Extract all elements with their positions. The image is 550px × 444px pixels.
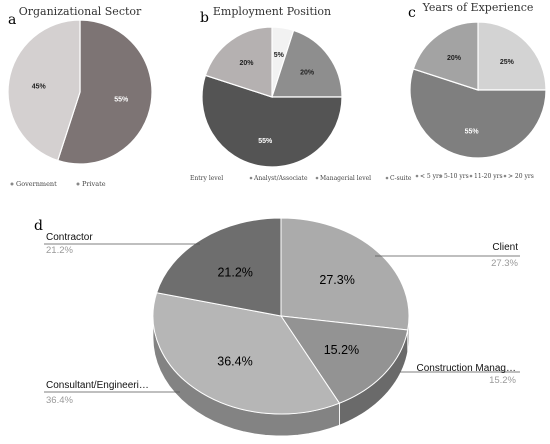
pie-slice-b-analyst-associate [201,74,343,168]
pie-chart-b: 5% 20% 55% 20% [201,26,343,168]
slice-label-b-managerial-level: 20% [300,69,315,76]
legend-marker-c-20-yrs [503,174,507,178]
legend-marker-b-analyst-associate [249,176,253,180]
slice-label-d-client: 27.3% [319,273,354,287]
pie-slice-c-5-10-yrs [412,21,479,91]
legend-item-b-c-suite: C-suite [390,175,412,182]
legend-item-c-11-20-yrs: 11-20 yrs [474,173,503,180]
legend-marker-a-government [10,182,14,186]
legend-item-b-analyst-associate: Analyst/Associate [253,175,308,182]
legend-marker-c-5-yrs [415,174,419,178]
pie-slice-b-managerial-level [271,29,343,98]
callout-name-contractor: Contractor [46,232,93,243]
slice-label-d-construction-manag: 15.2% [324,343,359,357]
callout-name-client: Client [492,242,518,253]
legend-b: Entry level Analyst/Associate Managerial l… [190,175,412,182]
panel-label-d: d [34,218,43,234]
legend-marker-c-11-20-yrs [469,174,473,178]
pie-slice-d-client [280,217,410,331]
callout-name-consultant-engineeri: Consultant/Engineeri… [46,380,149,391]
callout-name-construction-manag: Construction Manag… [417,363,517,374]
callout-value-construction-manag: 15.2% [489,375,516,386]
callouts-d: Contractor 21.2% Client 27.3% Construction M… [44,232,520,406]
slice-label-b-c-suite: 5% [274,52,285,59]
legend-item-c-5-yrs: < 5 yrs [420,173,442,180]
chart-title-a: Organizational Sector [19,5,142,18]
slice-label-a-private: 45% [32,83,47,90]
pie-slice-c-20-yrs [477,21,547,91]
legend-a: Government Private [10,180,106,188]
legend-item-b-managerial-level: Managerial level [320,175,371,182]
slice-label-d-contractor: 21.2% [217,265,252,279]
legend-c: < 5 yrs 5-10 yrs 11-20 yrs > 20 yrs [415,173,534,180]
legend-marker-c-5-10-yrs [439,174,443,178]
pie-slice-d-construction-manag [279,315,409,404]
chart-title-b: Employment Position [213,5,331,18]
pie-slice-a-private [7,19,81,162]
callout-value-client: 27.3% [491,258,518,269]
chart-title-c: Years of Experience [422,1,534,14]
pie-slice-d-consultant-engineeri [152,292,341,415]
legend-item-a-private: Private [82,180,106,188]
slice-label-c-11-20-yrs: 55% [465,128,480,135]
legend-item-a-government: Government [16,180,57,188]
legend-marker-a-private [76,182,80,186]
legend-item-c-5-10-yrs: 5-10 yrs [444,173,469,180]
pie-chart-a: 55% 45% [7,19,153,165]
legend-item-c-20-yrs: > 20 yrs [508,173,534,180]
pie-slice-c-11-20-yrs [409,68,547,159]
legend-marker-b-managerial-level [315,176,319,180]
slice-label-a-government: 55% [114,97,129,104]
slice-label-c-20-yrs: 25% [500,59,515,66]
pie-slice-a-government [56,19,153,165]
callout-value-contractor: 21.2% [46,245,73,256]
slice-label-c-5-10-yrs: 20% [447,55,462,62]
legend-item-b-entry-level: Entry level [190,175,223,182]
slice-label-b-entry-level: 20% [239,60,254,67]
slice-label-b-analyst-associate: 55% [258,138,273,145]
pie-chart-d: 27.3% 15.2% 36.4% 21.2% [152,217,410,437]
panel-label-a: a [8,12,16,28]
pie-slice-d-contractor [156,217,282,317]
pie-chart-c: 25% 55% 20% [409,21,547,159]
slice-label-d-consultant-engineeri: 36.4% [217,355,252,369]
panel-label-c: c [408,5,416,21]
panel-label-b: b [200,10,209,26]
pie-slice-b-entry-level [204,26,273,98]
legend-marker-b-c-suite [385,176,389,180]
callout-value-consultant-engineeri: 36.4% [46,395,73,406]
